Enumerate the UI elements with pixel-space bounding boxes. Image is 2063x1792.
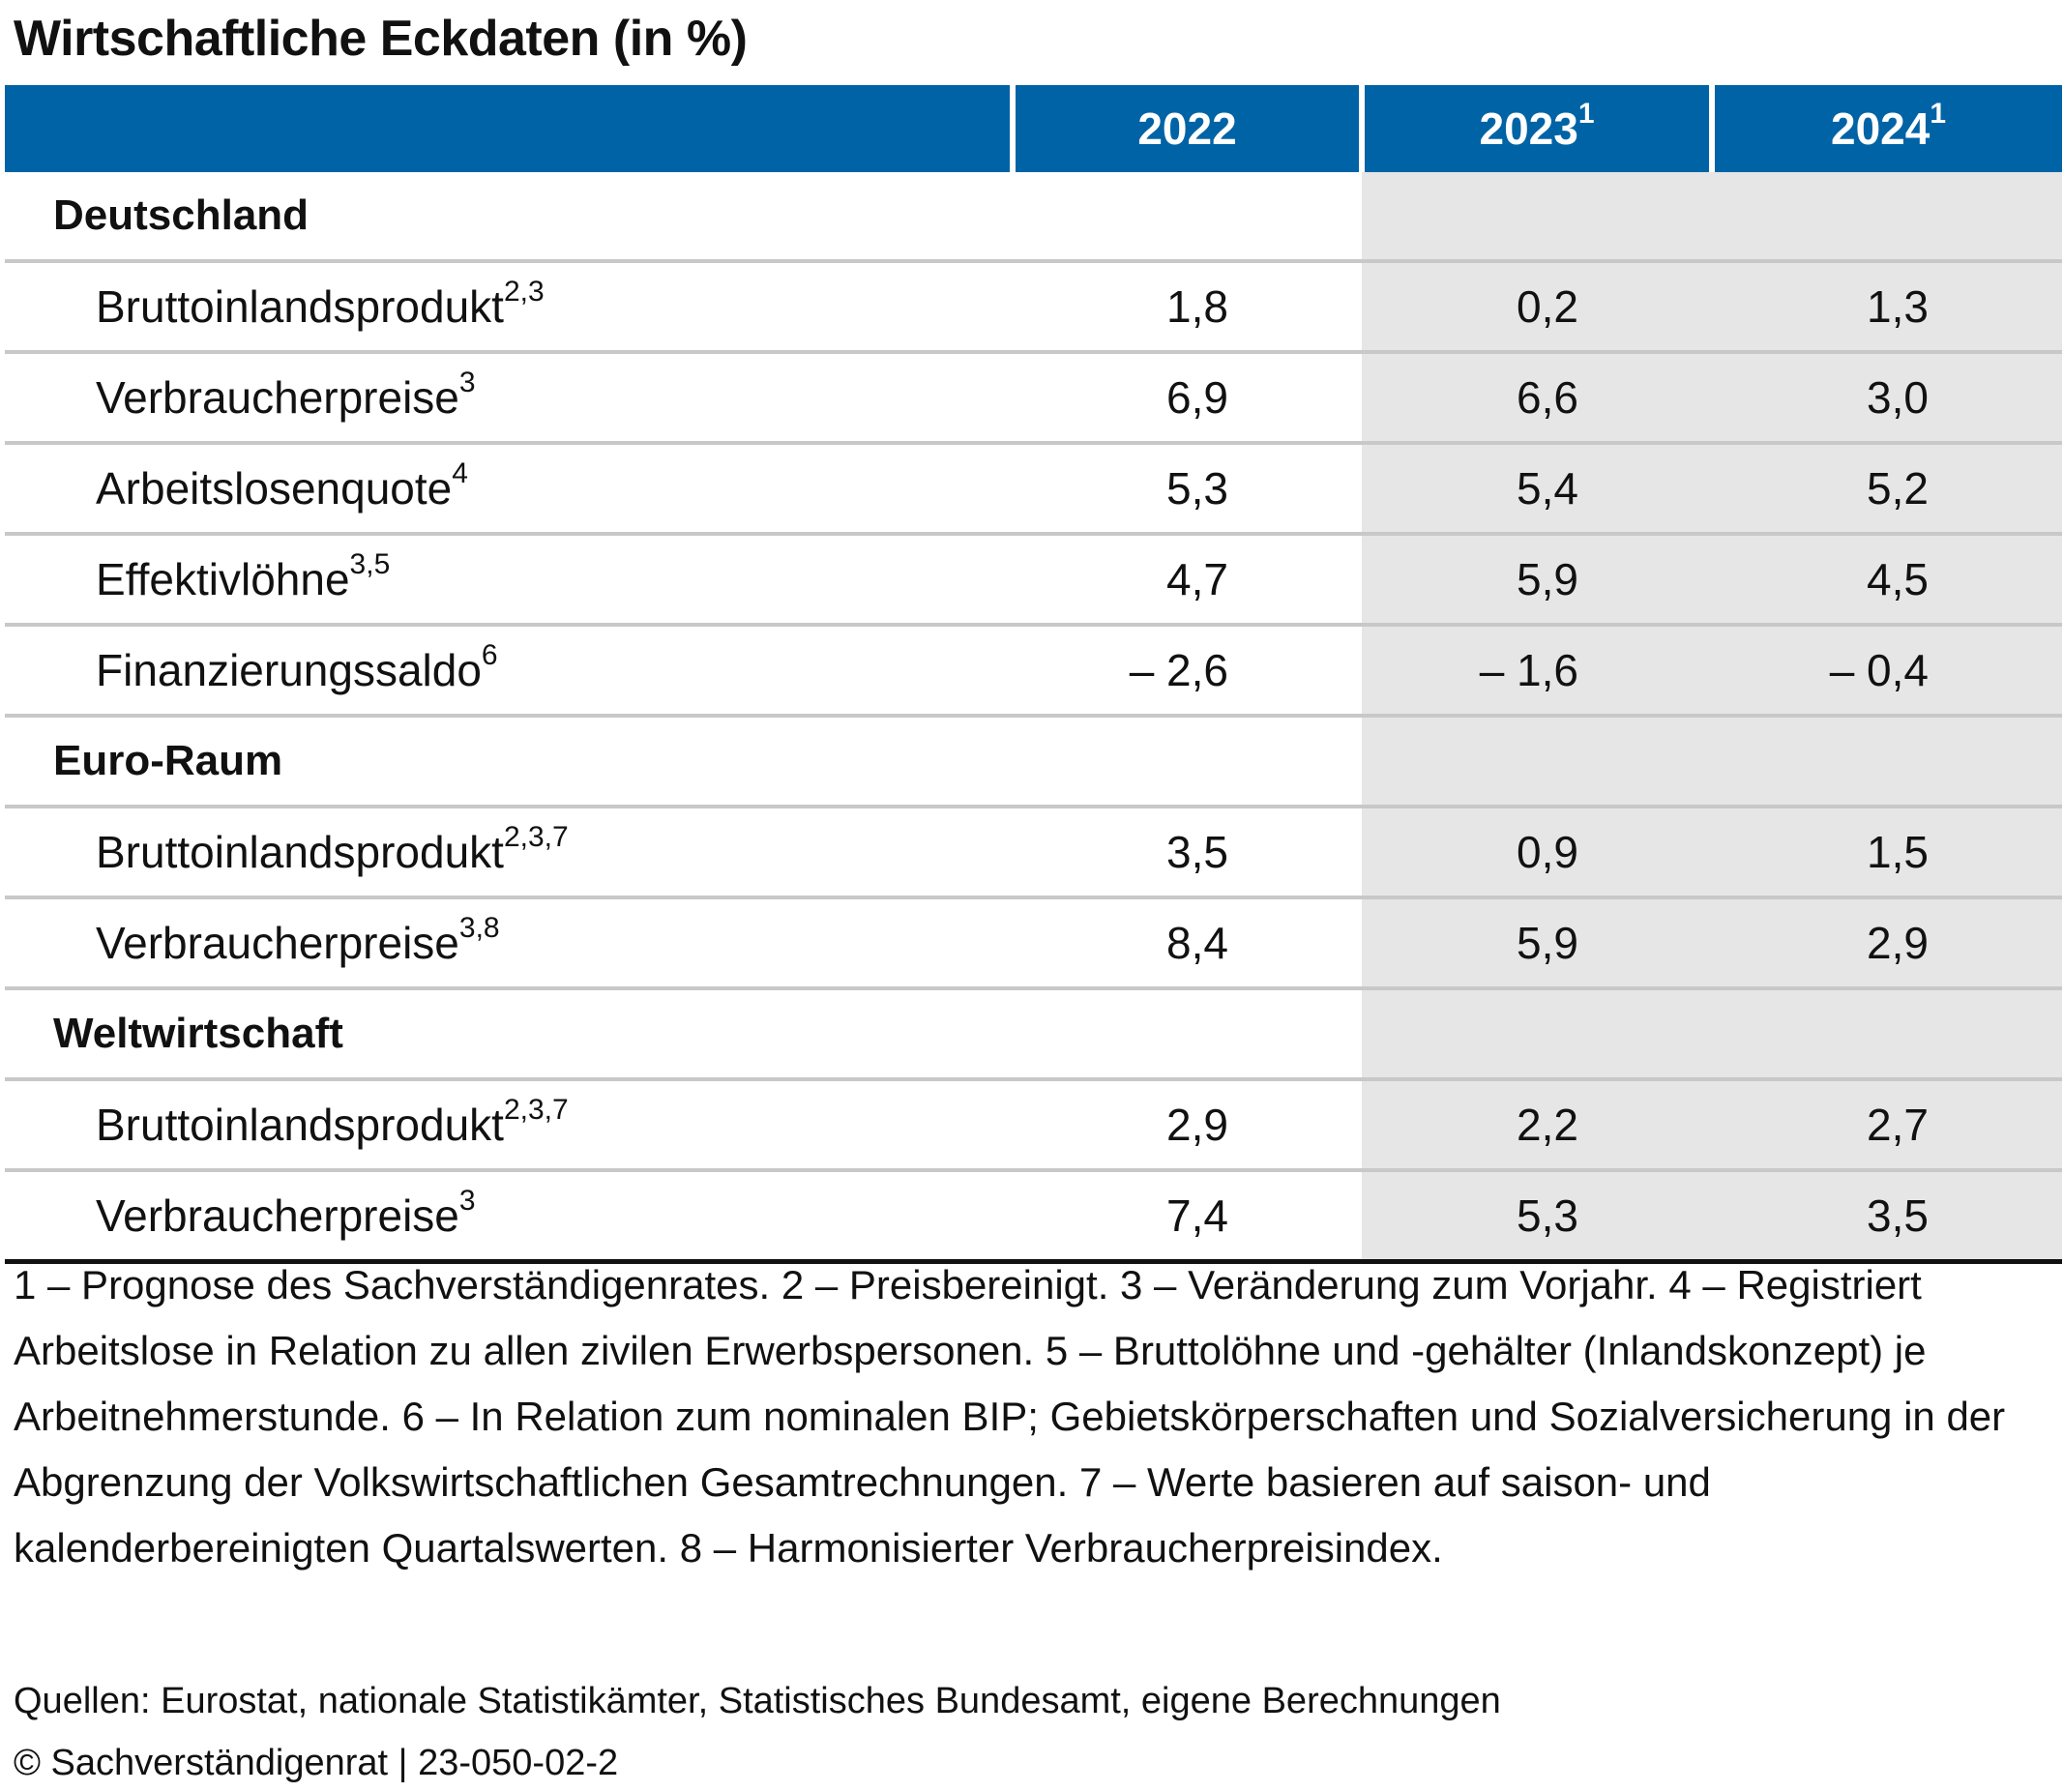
- row-footnote: 2,3,7: [503, 820, 569, 853]
- table-row: Bruttoinlandsprodukt2,3,7 2,9 2,2 2,7: [5, 1079, 2062, 1172]
- value-cell: – 0,4: [1712, 625, 2062, 718]
- value-cell: 5,3: [1013, 443, 1362, 536]
- value-cell: 0,2: [1362, 261, 1712, 354]
- row-footnote: 2,3: [503, 275, 545, 308]
- value-cell: 6,6: [1362, 352, 1712, 445]
- row-label: Finanzierungssaldo: [96, 645, 482, 695]
- row-label: Effektivlöhne: [96, 554, 350, 604]
- row-label-cell: Verbraucherpreise3: [5, 352, 1013, 445]
- column-header-2024: 20241: [1709, 85, 2062, 172]
- row-label-cell: Bruttoinlandsprodukt2,3,7: [5, 807, 1013, 899]
- value-cell: 5,9: [1362, 897, 1712, 990]
- section-empty-cell: [1362, 988, 1712, 1081]
- value-cell: 5,4: [1362, 443, 1712, 536]
- section-empty-cell: [1712, 716, 2062, 808]
- row-label-cell: Verbraucherpreise3,8: [5, 897, 1013, 990]
- footnotes: 1 – Prognose des Sachverständigenrates. …: [14, 1262, 2006, 1571]
- section-row: Euro-Raum: [5, 716, 2062, 808]
- row-label: Bruttoinlandsprodukt: [96, 827, 504, 877]
- row-label: Arbeitslosenquote: [96, 463, 453, 514]
- row-label: Bruttoinlandsprodukt: [96, 281, 504, 332]
- row-label-cell: Bruttoinlandsprodukt2,3: [5, 261, 1013, 354]
- row-label-cell: Arbeitslosenquote4: [5, 443, 1013, 536]
- source-line: Quellen: Eurostat, nationale Statistikäm…: [14, 1681, 1501, 1721]
- row-footnote: 6: [481, 638, 498, 671]
- value-cell: 7,4: [1013, 1170, 1362, 1264]
- column-header-2022: 2022: [1010, 85, 1362, 172]
- value-cell: 8,4: [1013, 897, 1362, 990]
- column-header-label: 2022: [1137, 103, 1237, 154]
- value-cell: 1,3: [1712, 261, 2062, 354]
- row-label: Bruttoinlandsprodukt: [96, 1100, 504, 1150]
- header-row: 2022 20231 20241: [5, 85, 2062, 172]
- chart-title: Wirtschaftliche Eckdaten (in %): [14, 11, 748, 67]
- value-cell: 3,5: [1712, 1170, 2062, 1264]
- table-row: Bruttoinlandsprodukt2,3 1,8 0,2 1,3: [5, 261, 2062, 354]
- section-empty-cell: [1362, 172, 1712, 263]
- section-row: Weltwirtschaft: [5, 988, 2062, 1081]
- value-cell: 4,5: [1712, 534, 2062, 627]
- value-cell: 2,9: [1013, 1079, 1362, 1172]
- row-label-cell: Verbraucherpreise3: [5, 1170, 1013, 1264]
- row-footnote: 4: [452, 456, 468, 489]
- value-cell: 2,7: [1712, 1079, 2062, 1172]
- value-cell: 4,7: [1013, 534, 1362, 627]
- section-empty-cell: [1712, 988, 2062, 1081]
- row-footnote: 3,8: [458, 911, 500, 944]
- table-row: Verbraucherpreise3,8 8,4 5,9 2,9: [5, 897, 2062, 990]
- value-cell: 0,9: [1362, 807, 1712, 899]
- value-cell: 5,2: [1712, 443, 2062, 536]
- section-label: Weltwirtschaft: [5, 988, 1013, 1081]
- section-label: Deutschland: [5, 172, 1013, 263]
- row-footnote: 3: [458, 366, 476, 398]
- column-header-footnote: 1: [1577, 97, 1595, 130]
- section-empty-cell: [1712, 172, 2062, 263]
- value-cell: – 2,6: [1013, 625, 1362, 718]
- row-footnote: 3: [458, 1184, 476, 1217]
- column-header-label: 2023: [1479, 103, 1578, 154]
- section-empty-cell: [1013, 716, 1362, 808]
- row-footnote: 2,3,7: [503, 1093, 569, 1126]
- row-footnote: 3,5: [349, 547, 391, 580]
- header-blank-cell: [5, 85, 1013, 172]
- value-cell: 1,8: [1013, 261, 1362, 354]
- row-label-cell: Effektivlöhne3,5: [5, 534, 1013, 627]
- table-row: Verbraucherpreise3 7,4 5,3 3,5: [5, 1170, 2062, 1264]
- table-row: Effektivlöhne3,5 4,7 5,9 4,5: [5, 534, 2062, 627]
- value-cell: 5,3: [1362, 1170, 1712, 1264]
- table-row: Finanzierungssaldo6– 2,6– 1,6– 0,4: [5, 625, 2062, 718]
- value-cell: 3,5: [1013, 807, 1362, 899]
- value-cell: 2,2: [1362, 1079, 1712, 1172]
- column-header-label: 2024: [1830, 103, 1930, 154]
- table-row: Verbraucherpreise3 6,9 6,6 3,0: [5, 352, 2062, 445]
- row-label: Verbraucherpreise: [96, 1190, 459, 1241]
- row-label: Verbraucherpreise: [96, 918, 459, 968]
- copyright-line: © Sachverständigenrat | 23-050-02-2: [14, 1743, 619, 1783]
- table-row: Arbeitslosenquote4 5,3 5,4 5,2: [5, 443, 2062, 536]
- row-label: Verbraucherpreise: [96, 372, 459, 423]
- section-empty-cell: [1013, 172, 1362, 263]
- value-cell: 3,0: [1712, 352, 2062, 445]
- table-body: Deutschland Bruttoinlandsprodukt2,3 1,8 0,2…: [5, 172, 2062, 1264]
- value-cell: 6,9: [1013, 352, 1362, 445]
- row-label-cell: Bruttoinlandsprodukt2,3,7: [5, 1079, 1013, 1172]
- value-cell: 1,5: [1712, 807, 2062, 899]
- data-table: 2022 20231 20241 Deutschland Bruttoinland…: [5, 85, 2062, 1264]
- value-cell: 2,9: [1712, 897, 2062, 990]
- column-header-footnote: 1: [1930, 97, 1947, 130]
- row-label-cell: Finanzierungssaldo6: [5, 625, 1013, 718]
- section-row: Deutschland: [5, 172, 2062, 263]
- table-row: Bruttoinlandsprodukt2,3,7 3,5 0,9 1,5: [5, 807, 2062, 899]
- value-cell: – 1,6: [1362, 625, 1712, 718]
- section-empty-cell: [1013, 988, 1362, 1081]
- column-header-2023: 20231: [1359, 85, 1712, 172]
- section-empty-cell: [1362, 716, 1712, 808]
- section-label: Euro-Raum: [5, 716, 1013, 808]
- value-cell: 5,9: [1362, 534, 1712, 627]
